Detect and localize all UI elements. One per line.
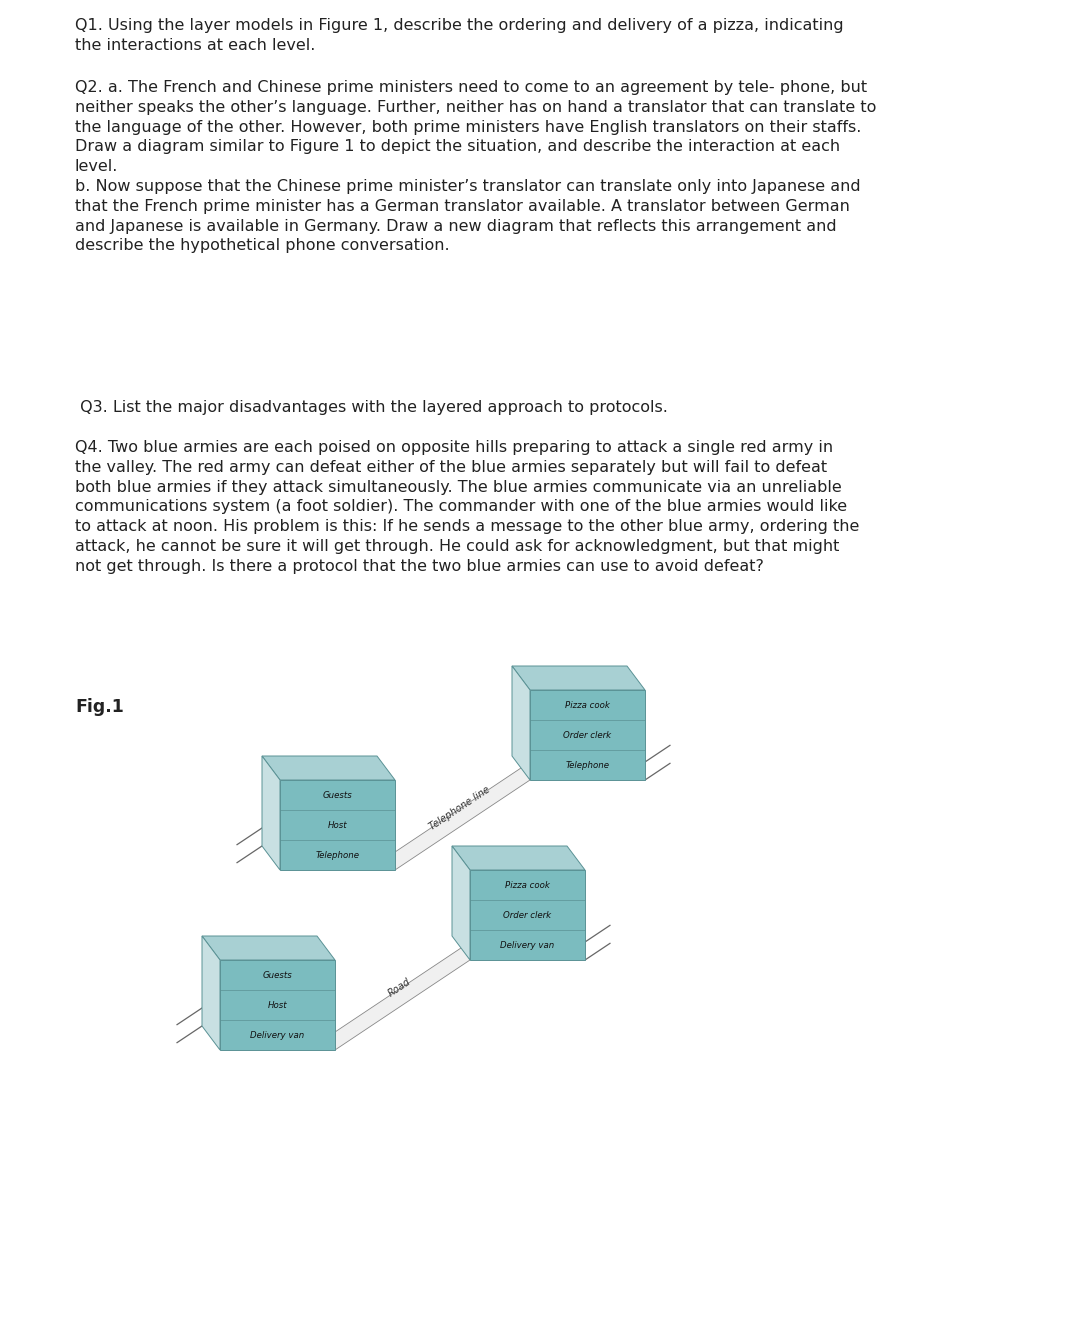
Text: Road: Road	[386, 976, 413, 999]
Text: Pizza cook: Pizza cook	[505, 880, 550, 890]
Text: Telephone line: Telephone line	[427, 784, 492, 831]
Text: Host: Host	[268, 1000, 287, 1010]
Text: Order clerk: Order clerk	[563, 731, 612, 739]
Polygon shape	[513, 666, 530, 780]
Text: Guests: Guests	[262, 971, 292, 979]
Polygon shape	[530, 690, 645, 780]
Text: Order clerk: Order clerk	[504, 911, 551, 919]
Polygon shape	[513, 666, 645, 690]
Text: Host: Host	[328, 820, 347, 830]
Polygon shape	[452, 846, 470, 960]
Polygon shape	[334, 942, 470, 1050]
Text: Q2. a. The French and Chinese prime ministers need to come to an agreement by te: Q2. a. The French and Chinese prime mini…	[76, 80, 876, 253]
Polygon shape	[220, 960, 334, 1050]
Polygon shape	[262, 756, 395, 780]
Text: Delivery van: Delivery van	[250, 1030, 304, 1039]
Text: Q1. Using the layer models in Figure 1, describe the ordering and delivery of a : Q1. Using the layer models in Figure 1, …	[76, 17, 844, 53]
Text: Q3. List the major disadvantages with the layered approach to protocols.: Q3. List the major disadvantages with th…	[76, 400, 668, 415]
Text: Delivery van: Delivery van	[501, 940, 555, 950]
Polygon shape	[279, 780, 395, 870]
Text: Q4. Two blue armies are each poised on opposite hills preparing to attack a sing: Q4. Two blue armies are each poised on o…	[76, 440, 859, 574]
Polygon shape	[452, 846, 585, 870]
Polygon shape	[395, 762, 530, 870]
Text: Telephone: Telephone	[565, 760, 610, 770]
Text: Guests: Guests	[323, 791, 353, 799]
Polygon shape	[262, 756, 279, 870]
Text: Telephone: Telephone	[315, 851, 359, 859]
Text: Pizza cook: Pizza cook	[565, 700, 610, 710]
Polygon shape	[470, 870, 585, 960]
Polygon shape	[202, 936, 334, 960]
Polygon shape	[202, 936, 220, 1050]
Text: Fig.1: Fig.1	[76, 698, 124, 716]
